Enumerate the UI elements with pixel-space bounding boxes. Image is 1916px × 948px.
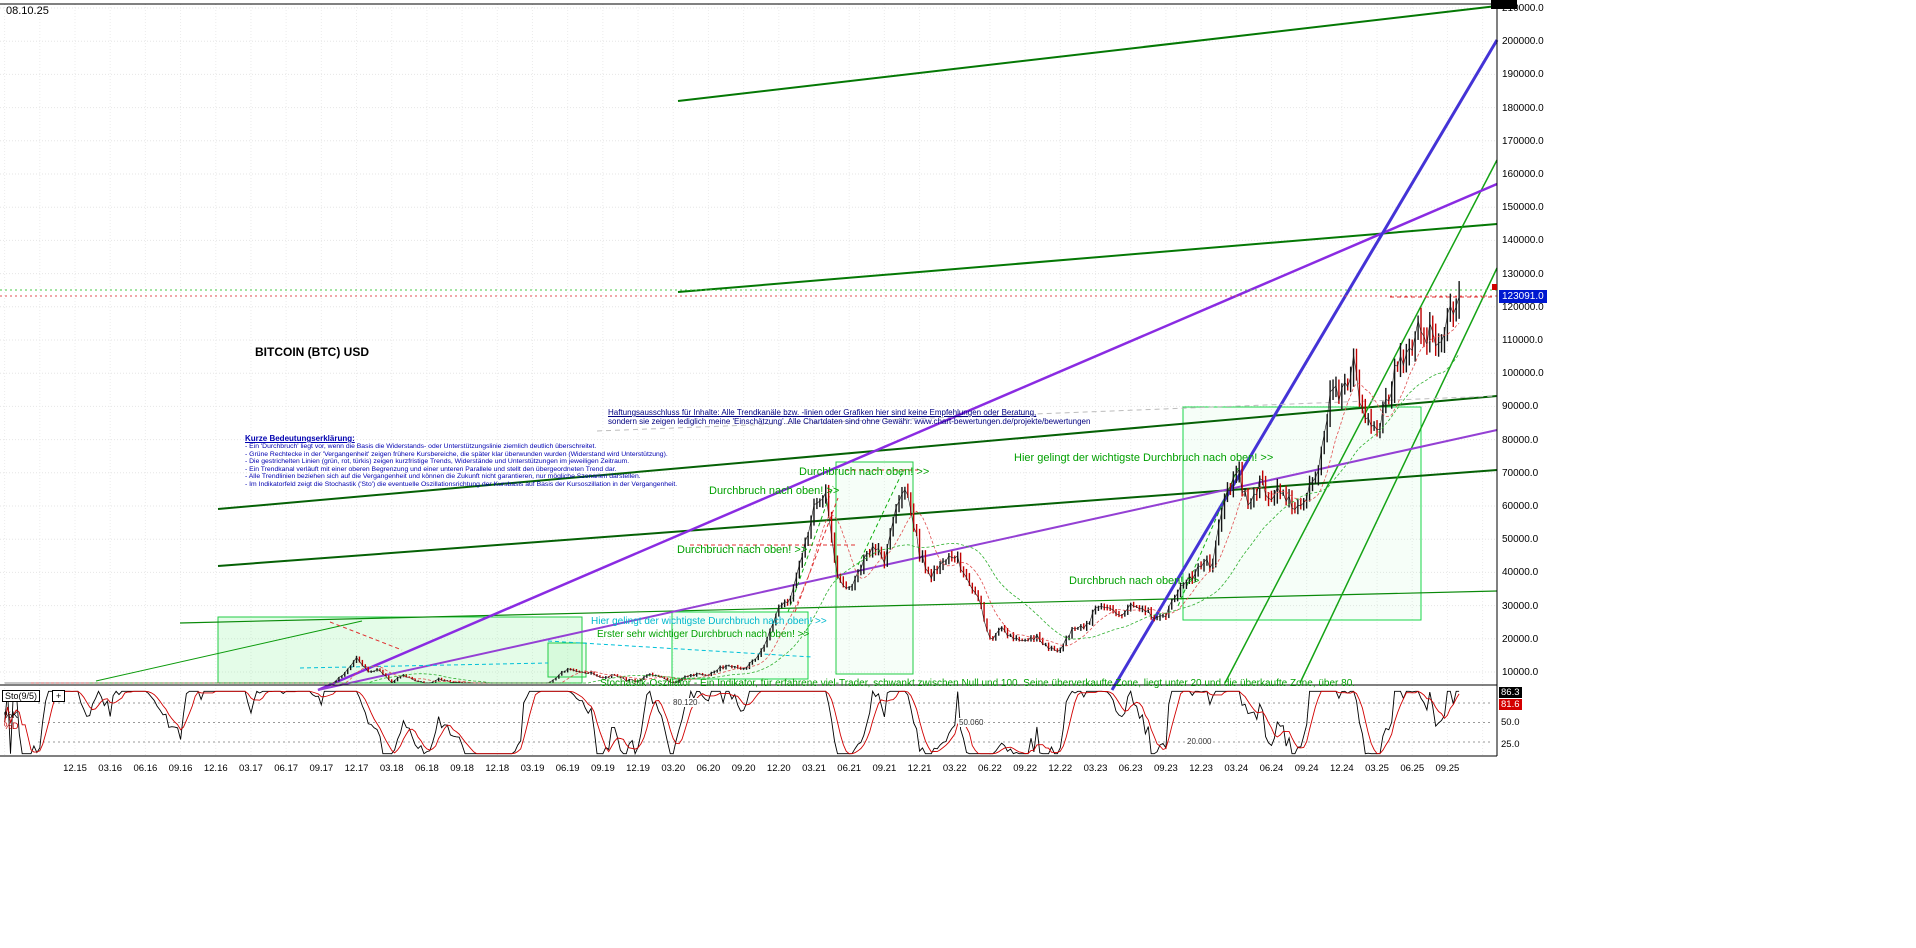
price-axis-label: 60000.0 [1502,501,1539,512]
date-axis-label: 09.24 [1294,763,1319,774]
date-axis-label: 09.17 [309,763,334,774]
price-axis-label: 110000.0 [1502,335,1543,346]
legend-explanation-lines: - Ein 'Durchbruch' liegt vor, wenn die B… [245,443,677,488]
date-axis-label: 03.24 [1224,763,1249,774]
page-title: BITCOIN (BTC) USD [255,345,369,359]
date-axis-label: 12.21 [907,763,932,774]
date-axis-label: 03.25 [1365,763,1389,774]
breakout-annotation: Hier gelingt der wichtigste Durchbruch n… [1014,452,1274,464]
date-axis-label: 06.23 [1118,763,1143,774]
oscillator-value-label: 25.0 [1501,739,1520,750]
price-axis-label: 30000.0 [1502,600,1539,612]
oscillator-level-label: 20.000 [1186,737,1213,746]
price-axis-label: 200000.0 [1502,36,1544,48]
price-axis-label: 20000.0 [1502,633,1539,645]
price-axis-label: 100000.0 [1502,368,1544,380]
price-axis-label: 120000.0 [1502,301,1544,313]
percent-d-label: %D [4,721,19,731]
date-axis-label: 09.21 [872,763,897,774]
date-axis-label: 03.20 [661,763,686,774]
date-axis-label: 12.16 [203,763,228,774]
legend-explanation-line: - Im Indikatorfeld zeigt die Stochastik … [245,480,678,488]
price-axis-label: 10000.0 [1502,667,1539,678]
legend-explanation-line: - Ein Trendkanal verläuft mit einer ober… [245,465,617,473]
price-axis-label: 50000.0 [1502,534,1539,546]
date-axis-label: 12.15 [63,763,87,774]
price-axis-label: 190000.0 [1502,69,1544,81]
date-axis-label: 03.21 [802,763,826,774]
disclaimer-line-2: sondern sie zeigen lediglich meine 'Eins… [608,417,1091,426]
price-axis-label: 150000.0 [1502,202,1544,214]
date-axis-label: 12.17 [344,763,369,774]
chart-date-label: 08.10.25 [6,5,49,17]
date-axis-label: 03.22 [942,763,967,774]
oscillator-value-label: 81.6 [1499,699,1522,710]
price-axis-label: 140000.0 [1502,235,1544,247]
date-axis-label: 09.22 [1013,763,1038,774]
stochastic-indicator-label[interactable]: Sto(9/5) [2,690,41,702]
price-axis-label: 40000.0 [1502,567,1539,579]
date-axis-label: 03.23 [1083,763,1108,774]
date-axis-label: 03.17 [239,763,263,774]
date-axis-label: 06.24 [1259,763,1284,774]
legend-explanation-title: Kurze Bedeutungserklärung: [245,434,355,443]
date-axis-label: 06.16 [133,763,158,774]
price-axis-label: 70000.0 [1502,467,1539,479]
date-axis-label: 03.18 [379,763,404,774]
date-axis-label: 09.16 [168,763,193,774]
breakout-annotation: Durchbruch nach oben! >> [1069,575,1200,587]
date-axis-label: 09.19 [590,763,615,774]
date-axis-label: 06.22 [978,763,1002,774]
price-axis-label: 170000.0 [1502,135,1544,147]
date-axis-label: 09.23 [1153,763,1178,774]
price-axis-label: 80000.0 [1502,434,1539,446]
date-axis-label: 12.19 [626,763,650,774]
breakout-annotation: Erster sehr wichtiger Durchbruch nach ob… [597,629,810,640]
price-axis-label: 130000.0 [1502,268,1544,280]
disclaimer-line-1: Haftungsausschluss für Inhalte: Alle Tre… [608,408,1037,417]
date-axis-label: 06.20 [696,763,721,774]
date-axis-label: 06.21 [837,763,862,774]
date-axis-label: 06.25 [1400,763,1425,774]
date-axis-label: 09.18 [450,763,474,774]
breakout-annotation: Hier gelingt der wichtigste Durchbruch n… [591,616,827,627]
legend-explanation-line: - Ein 'Durchbruch' liegt vor, wenn die B… [245,443,597,450]
price-axis-label: 210000.0 [1502,3,1544,14]
current-price-badge: 123091.0 [1499,290,1547,303]
top-right-marker [1491,0,1517,9]
date-axis-label: 12.18 [485,763,510,774]
legend-explanation-line: - Die gestrichelten Linien (grün, rot, t… [245,458,630,465]
date-axis-label: 06.19 [555,763,580,774]
percent-k-label: %K [4,710,19,720]
date-axis-label: 09.25 [1435,763,1460,774]
price-axis-label: 180000.0 [1502,102,1544,114]
oscillator-value-label: 50.0 [1501,717,1520,728]
oscillator-level-label: 80.120 [672,698,699,707]
legend-explanation-line: - Alle Trendlinien beziehen sich auf die… [245,473,641,480]
breakout-annotation: Durchbruch nach oben! >> [709,485,840,497]
date-axis-label: 06.17 [274,763,299,774]
oscillator-value-label: 86.3 [1499,687,1522,698]
date-axis-label: 12.20 [766,763,791,774]
disclaimer-text: Haftungsausschluss für Inhalte: Alle Tre… [608,408,1090,426]
legend-explanation-line: - Grüne Rechtecke in der 'Vergangenheit'… [245,450,668,458]
date-axis-label: 09.20 [731,763,756,774]
date-axis-label: 03.19 [520,763,545,774]
breakout-annotation: Durchbruch nach oben! >> [799,466,930,478]
oscillator-description: Stochastik-Oszillator - Ein Indikator, f… [600,678,1356,689]
date-axis-label: 03.16 [98,763,123,774]
add-indicator-button[interactable]: + [52,690,66,702]
price-axis-label: 90000.0 [1502,401,1539,413]
legend-explanation-block: Kurze Bedeutungserklärung: - Ein 'Durchb… [245,434,677,488]
date-axis-label: 12.23 [1189,763,1213,774]
date-axis-label: 06.18 [415,763,439,774]
date-axis-label: 12.24 [1329,763,1354,774]
breakout-annotation: Durchbruch nach oben! >> [677,544,808,556]
price-axis-label: 160000.0 [1502,169,1544,180]
oscillator-level-label: 50.060 [958,717,985,727]
date-axis-label: 12.22 [1048,763,1073,774]
